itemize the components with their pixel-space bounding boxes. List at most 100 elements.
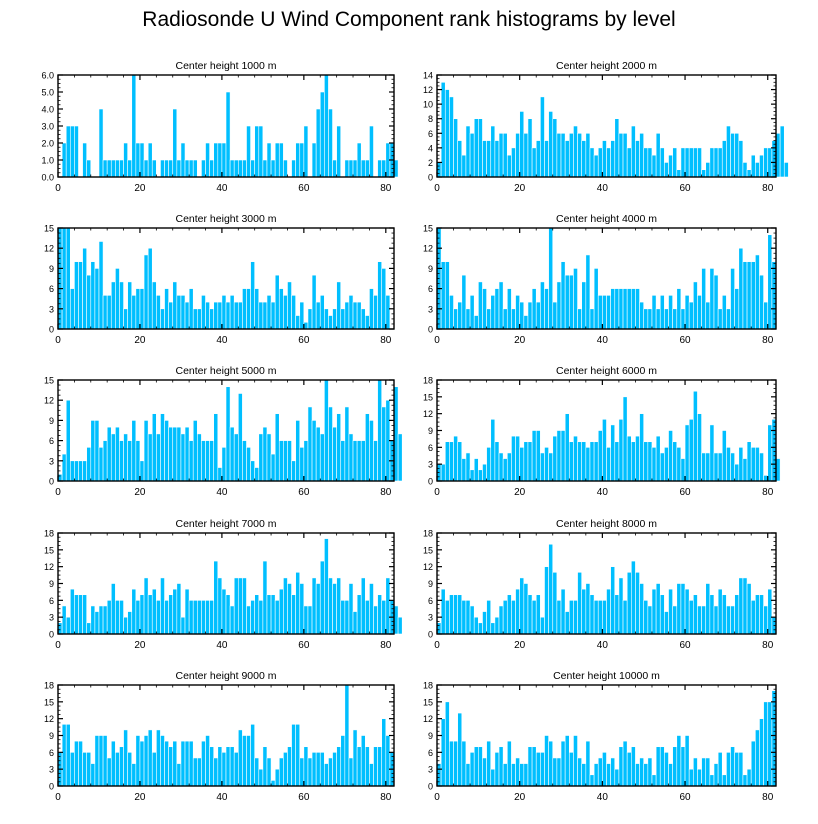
bar [759, 452, 764, 482]
bar [164, 740, 169, 787]
bar [90, 261, 96, 330]
bar [494, 288, 500, 330]
bar [213, 142, 219, 178]
x-tick-label: 80 [380, 335, 392, 346]
bar [643, 308, 649, 330]
bar [635, 288, 640, 330]
bar [502, 308, 508, 330]
bar [511, 763, 516, 787]
bar [209, 308, 215, 330]
bar [221, 588, 227, 635]
x-tick-label: 40 [597, 183, 609, 194]
bar [589, 147, 595, 178]
y-tick-label: 3 [428, 765, 433, 775]
bar [581, 588, 587, 635]
bar [262, 426, 268, 482]
y-tick-label: 6 [49, 748, 54, 758]
bar [221, 752, 227, 787]
bar [655, 746, 661, 787]
y-tick-label: 0 [49, 782, 54, 792]
bar [295, 420, 301, 482]
bar [490, 418, 496, 482]
bar [610, 140, 616, 178]
bar [242, 440, 247, 482]
x-tick-label: 40 [216, 792, 228, 803]
bar [201, 440, 206, 482]
panel-2: Center height 2000 m 0 20 40 60 80 0 2 4 6 8 10 12 14 [423, 60, 789, 194]
bar [730, 605, 735, 635]
bar [213, 757, 219, 787]
bar [635, 571, 640, 635]
x-tick-label: 0 [434, 487, 440, 498]
x-tick-label: 0 [434, 792, 440, 803]
bar [614, 288, 620, 330]
panel-title: Center height 2000 m [556, 60, 657, 72]
y-tick-label: 3 [49, 304, 54, 314]
bar [135, 600, 141, 635]
figure-title: Radiosonde U Wind Component rank histogr… [142, 8, 676, 31]
bar [556, 430, 562, 482]
bar [254, 467, 260, 482]
bar [278, 757, 284, 787]
bar [139, 460, 145, 482]
y-tick-label: 3 [49, 456, 54, 466]
bar [515, 757, 520, 787]
bar [86, 622, 92, 635]
bar [515, 435, 520, 482]
bar [319, 433, 325, 482]
bar [444, 441, 450, 482]
bar [123, 142, 128, 178]
bar [730, 268, 735, 330]
bar [544, 288, 549, 330]
x-tick-label: 80 [762, 792, 774, 803]
bar [755, 447, 760, 482]
bar [246, 125, 251, 178]
bar [606, 447, 611, 482]
bar [283, 295, 288, 330]
bar [746, 261, 752, 330]
bar [233, 301, 239, 330]
x-tick-label: 20 [134, 792, 146, 803]
bar [188, 288, 194, 330]
bar [680, 147, 686, 178]
bar [270, 453, 276, 482]
bar [742, 458, 748, 482]
bar [278, 288, 284, 330]
bar [688, 418, 694, 482]
bar [135, 440, 141, 482]
x-tick-label: 20 [134, 183, 146, 194]
bar [502, 600, 508, 635]
bar [123, 433, 128, 482]
bar [397, 616, 403, 635]
bar [250, 723, 255, 787]
bar [664, 611, 669, 635]
bar [147, 433, 153, 482]
bar [535, 594, 541, 635]
x-tick-label: 20 [134, 487, 146, 498]
bar [701, 757, 707, 787]
bar [643, 763, 649, 787]
bar [482, 463, 487, 482]
bar [381, 600, 387, 635]
bar [684, 295, 690, 330]
bar [717, 752, 723, 787]
bar [246, 288, 251, 330]
bar [473, 315, 479, 330]
bar [336, 746, 342, 787]
bar [639, 132, 645, 178]
bar [697, 295, 702, 330]
bar [630, 441, 636, 482]
bar [494, 752, 500, 787]
bar [184, 588, 190, 635]
bar [242, 735, 247, 787]
bar [494, 616, 500, 635]
y-tick-label: 6 [428, 596, 433, 606]
bar [127, 752, 133, 787]
bar [360, 735, 366, 787]
bar [680, 458, 686, 482]
bar [593, 441, 599, 482]
bar [478, 469, 483, 482]
bar [626, 147, 632, 178]
bar [684, 147, 690, 178]
bar [535, 752, 541, 787]
